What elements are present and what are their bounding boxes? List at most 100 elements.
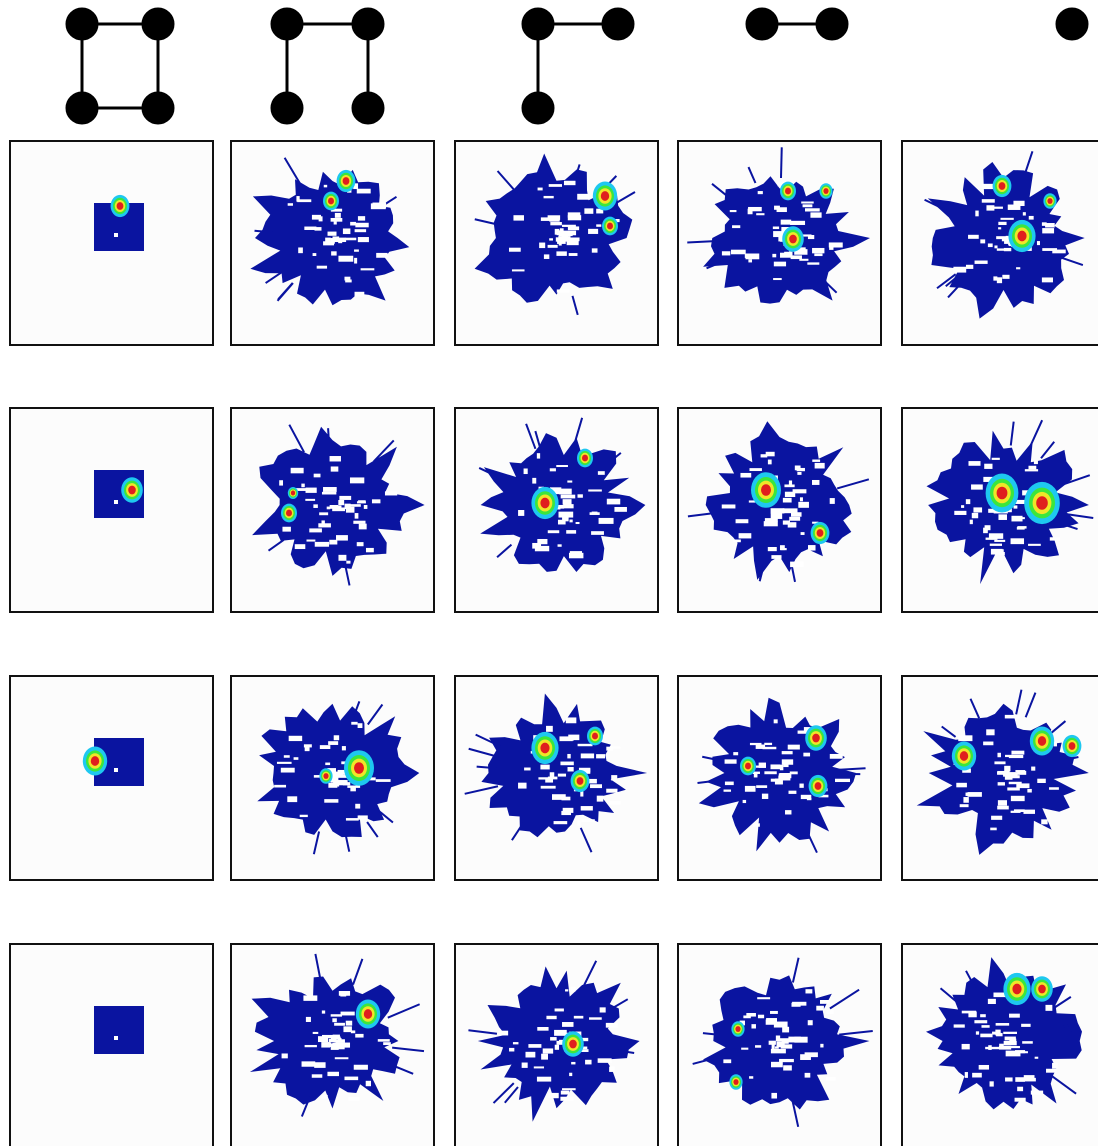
hole — [319, 512, 329, 516]
hole — [344, 1076, 359, 1081]
heat-spot — [116, 202, 124, 210]
hole — [782, 1026, 790, 1033]
hole — [983, 476, 995, 482]
graph-icon — [65, 7, 175, 125]
trajectory — [947, 281, 964, 299]
hole — [569, 551, 582, 555]
trajectory — [1048, 720, 1067, 736]
hole — [114, 768, 118, 772]
hole — [1031, 766, 1036, 771]
hole — [606, 746, 614, 751]
hole — [345, 279, 352, 283]
hole — [1005, 754, 1013, 758]
hole — [983, 741, 994, 746]
node — [270, 7, 304, 41]
hole — [762, 746, 777, 750]
hole — [807, 262, 820, 265]
trajectory — [534, 430, 541, 448]
hole — [559, 488, 572, 495]
heat-spot — [540, 497, 550, 509]
trajectory — [1027, 419, 1044, 451]
hole — [323, 184, 328, 188]
hole — [1013, 505, 1018, 509]
hole — [358, 523, 367, 530]
trajectory — [1024, 692, 1037, 718]
hole — [733, 539, 741, 543]
hole — [773, 278, 782, 281]
hole — [1008, 781, 1022, 785]
hole — [551, 794, 566, 800]
hole — [982, 183, 997, 190]
hole — [568, 253, 578, 256]
hole — [1000, 217, 1014, 220]
hole — [1013, 499, 1027, 504]
hole — [538, 777, 549, 780]
hole — [954, 510, 967, 515]
hole — [770, 1061, 783, 1068]
hole — [757, 1014, 765, 1019]
hole — [556, 289, 570, 293]
hole — [988, 508, 1002, 513]
hole — [582, 778, 597, 784]
trajectory — [936, 273, 957, 290]
hole — [799, 258, 809, 261]
hole — [545, 777, 554, 783]
hole — [290, 467, 304, 474]
hole — [350, 786, 356, 792]
hole — [342, 782, 351, 786]
hole — [810, 212, 822, 218]
hole — [781, 751, 793, 755]
hole — [1049, 537, 1061, 541]
hole — [340, 1011, 355, 1016]
trajectory — [607, 998, 629, 1012]
hole — [339, 495, 352, 500]
hole — [540, 217, 551, 221]
hole — [357, 723, 363, 729]
hole — [567, 480, 573, 483]
hole — [748, 259, 753, 263]
trajectory — [711, 183, 734, 202]
hole — [757, 191, 763, 195]
heat-spot — [540, 742, 550, 754]
trajectory — [300, 1096, 311, 1117]
hole — [341, 746, 346, 751]
hole — [330, 1045, 339, 1050]
hole — [1033, 460, 1038, 465]
hole — [1004, 765, 1011, 772]
hole — [573, 1015, 584, 1019]
hole — [767, 459, 772, 465]
heat-spot — [354, 762, 364, 774]
hole — [334, 212, 341, 218]
heatmap-panel — [454, 675, 659, 881]
hole — [804, 1072, 811, 1078]
hole — [343, 1026, 352, 1033]
heat-spot — [1047, 198, 1053, 204]
hole — [779, 545, 785, 551]
hole — [590, 784, 603, 789]
heat-spot — [592, 732, 598, 740]
hole — [778, 1041, 785, 1047]
hole — [518, 510, 525, 516]
hole — [744, 785, 756, 792]
hole — [567, 753, 571, 759]
trajectory — [344, 831, 351, 852]
hole — [297, 199, 312, 203]
hole — [800, 794, 812, 800]
hole — [384, 491, 398, 496]
trajectory — [706, 260, 725, 270]
hole — [1008, 1046, 1020, 1049]
node — [815, 7, 849, 41]
hole — [276, 761, 292, 764]
hole — [1017, 1086, 1024, 1092]
hole — [765, 451, 775, 457]
hole — [345, 1020, 353, 1026]
hole — [1004, 774, 1013, 780]
hole — [790, 255, 802, 260]
hole — [1036, 241, 1040, 246]
hole — [357, 237, 369, 243]
hole — [591, 248, 598, 253]
hole — [820, 999, 830, 1004]
hole — [317, 1036, 328, 1043]
hole — [540, 764, 550, 770]
hole — [969, 519, 973, 525]
